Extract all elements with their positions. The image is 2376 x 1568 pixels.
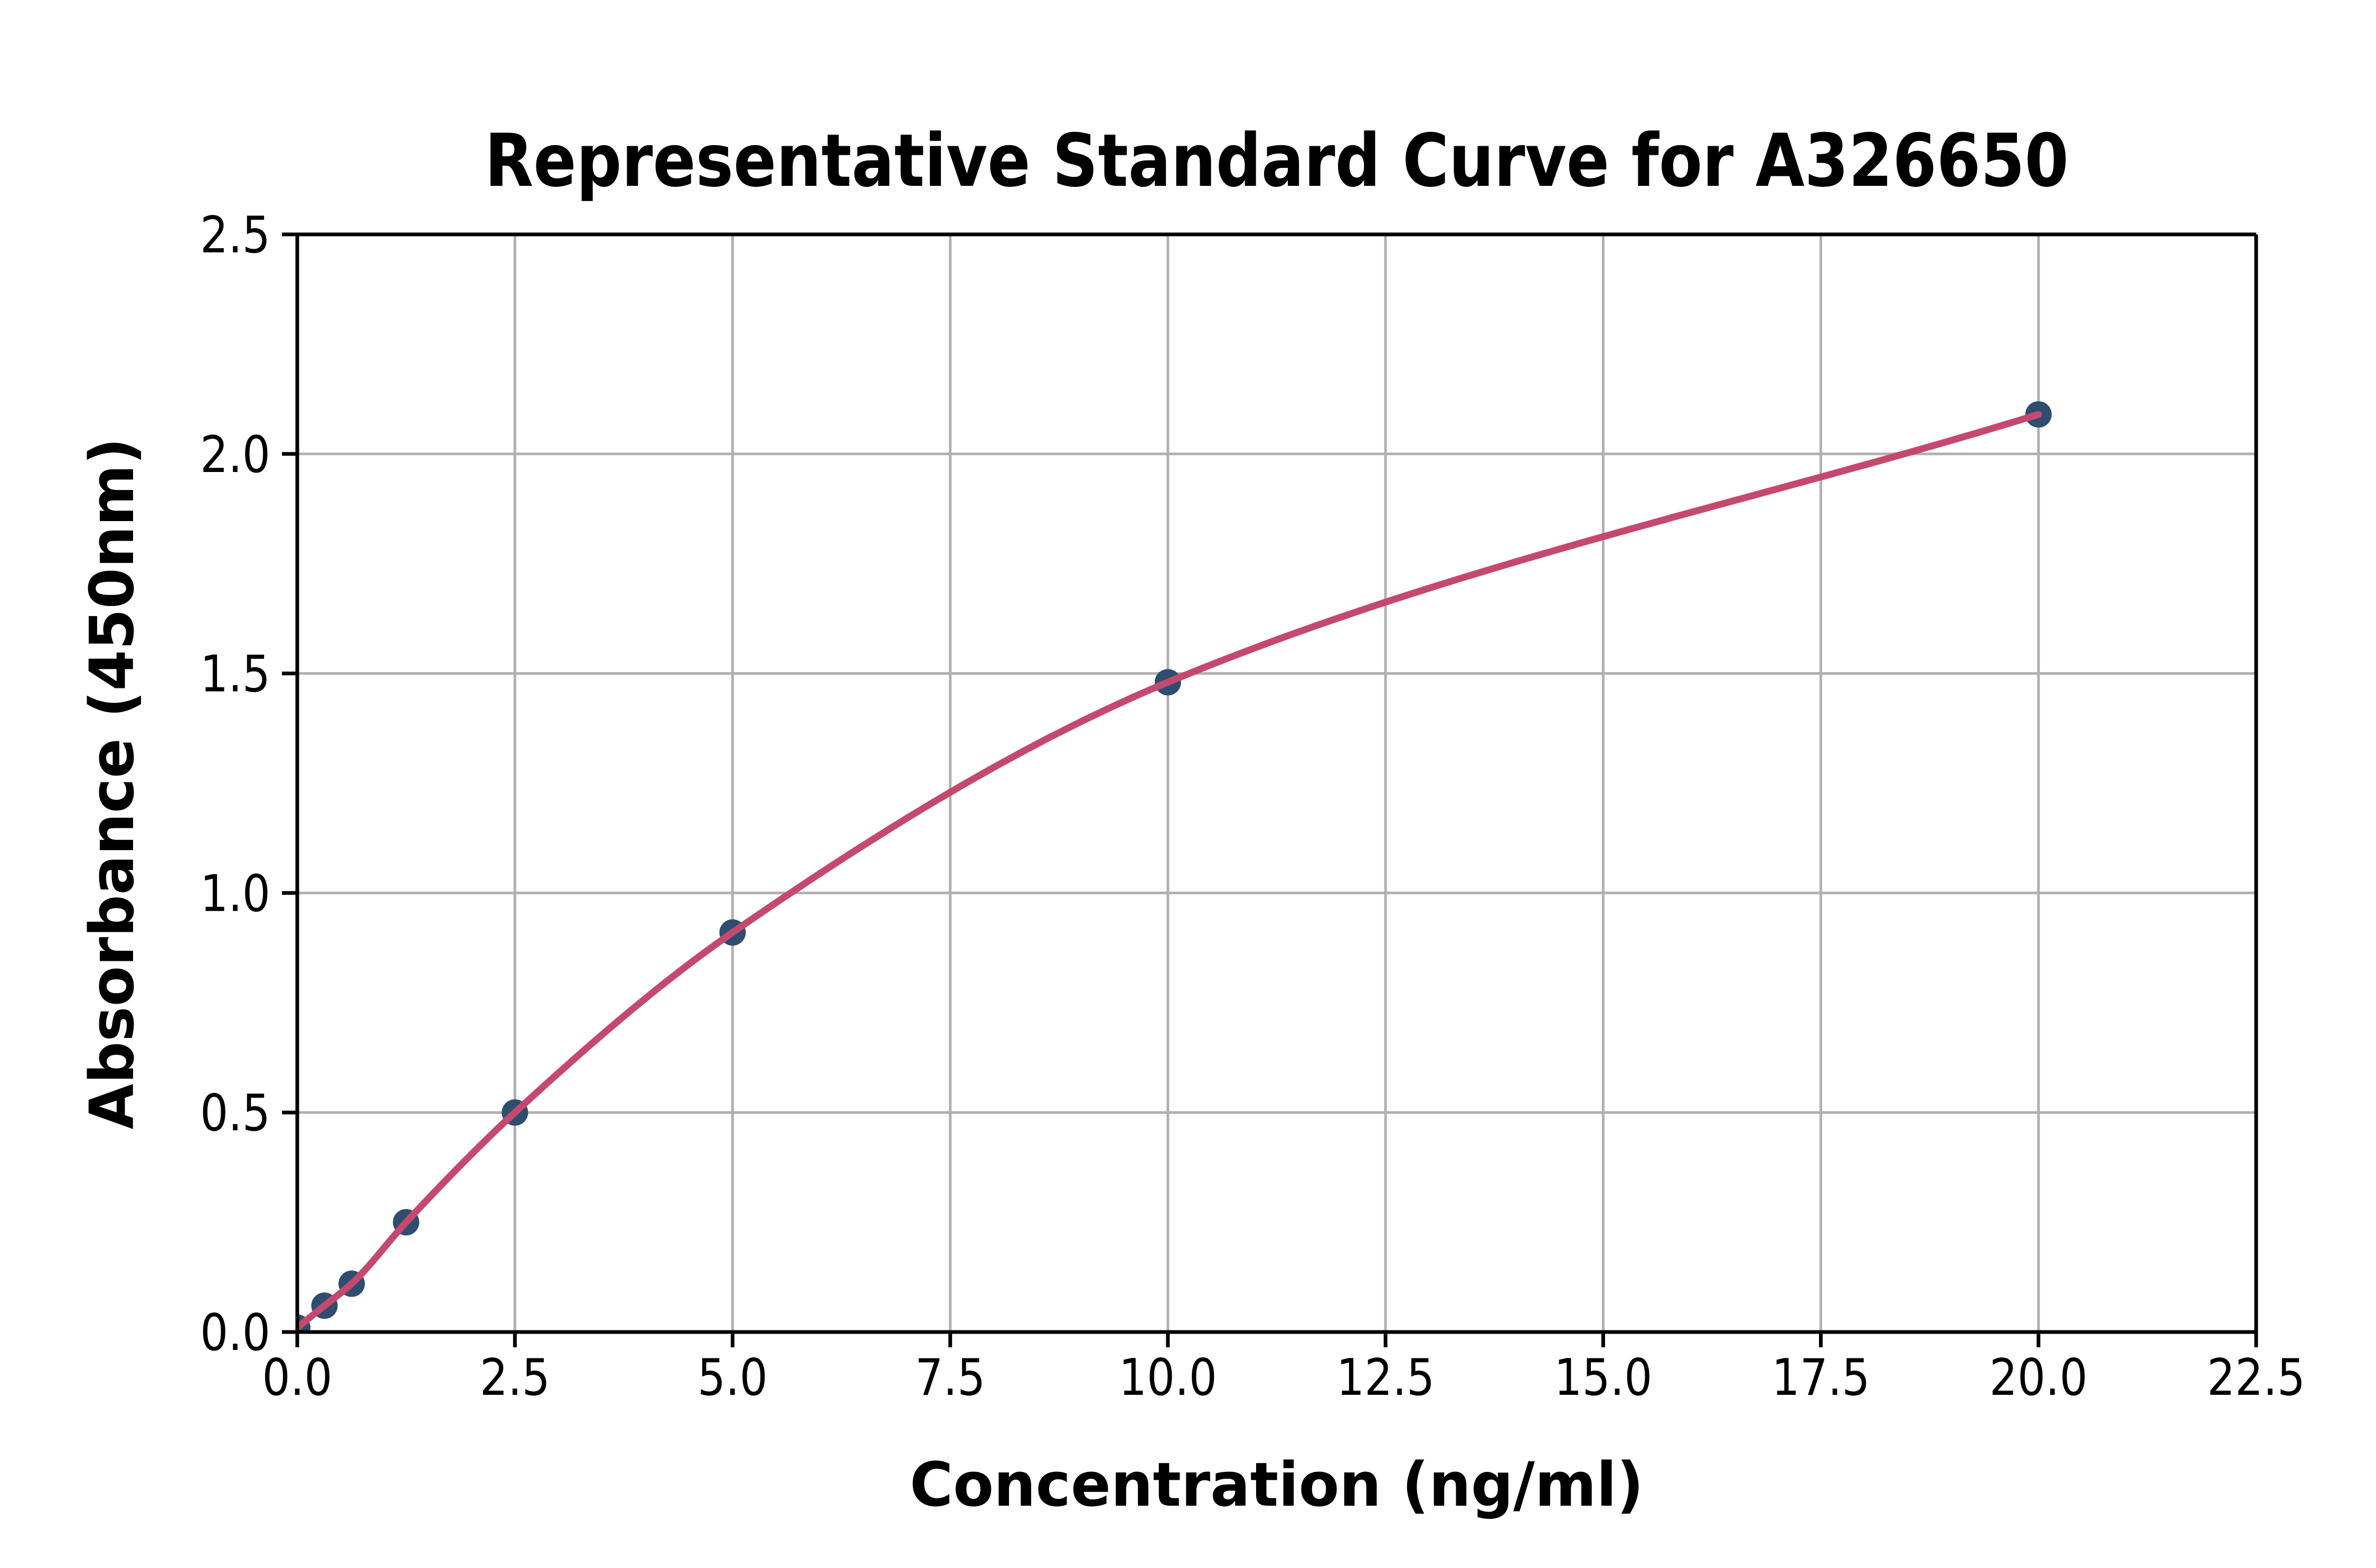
x-tick-label: 0.0 xyxy=(262,1349,333,1407)
fit-curve xyxy=(297,411,2042,1331)
data-layer xyxy=(297,401,2052,1332)
axes-layer xyxy=(282,232,2258,1347)
x-tick-label: 22.5 xyxy=(2207,1349,2305,1407)
y-tick-label: 2.0 xyxy=(200,426,270,484)
x-tick-label: 10.0 xyxy=(1119,1349,1217,1407)
x-tick-label: 2.5 xyxy=(480,1349,550,1407)
x-tick-label: 15.0 xyxy=(1554,1349,1652,1407)
y-tick-label: 0.0 xyxy=(200,1304,270,1362)
x-axis-label: Concentration (ng/ml) xyxy=(910,1450,1644,1520)
y-tick-label: 2.5 xyxy=(200,206,270,265)
x-tick-label: 7.5 xyxy=(915,1349,985,1407)
y-tick-label: 1.5 xyxy=(200,646,270,704)
y-tick-label: 0.5 xyxy=(200,1084,270,1142)
x-tick-label: 20.0 xyxy=(1990,1349,2088,1407)
y-axis-label: Absorbance (450nm) xyxy=(77,438,148,1129)
x-tick-label: 12.5 xyxy=(1336,1349,1435,1407)
chart-title: Representative Standard Curve for A32665… xyxy=(485,118,2069,203)
y-tick-label: 1.0 xyxy=(200,865,270,923)
tick-label-layer: 0.0 2.5 5.0 7.5 10.0 12.5 15.0 17.5 20.0 22.5 0.0 0… xyxy=(200,206,2305,1407)
grid-layer xyxy=(296,233,2258,1334)
x-tick-label: 17.5 xyxy=(1772,1349,1870,1407)
x-tick-label: 5.0 xyxy=(697,1349,768,1407)
